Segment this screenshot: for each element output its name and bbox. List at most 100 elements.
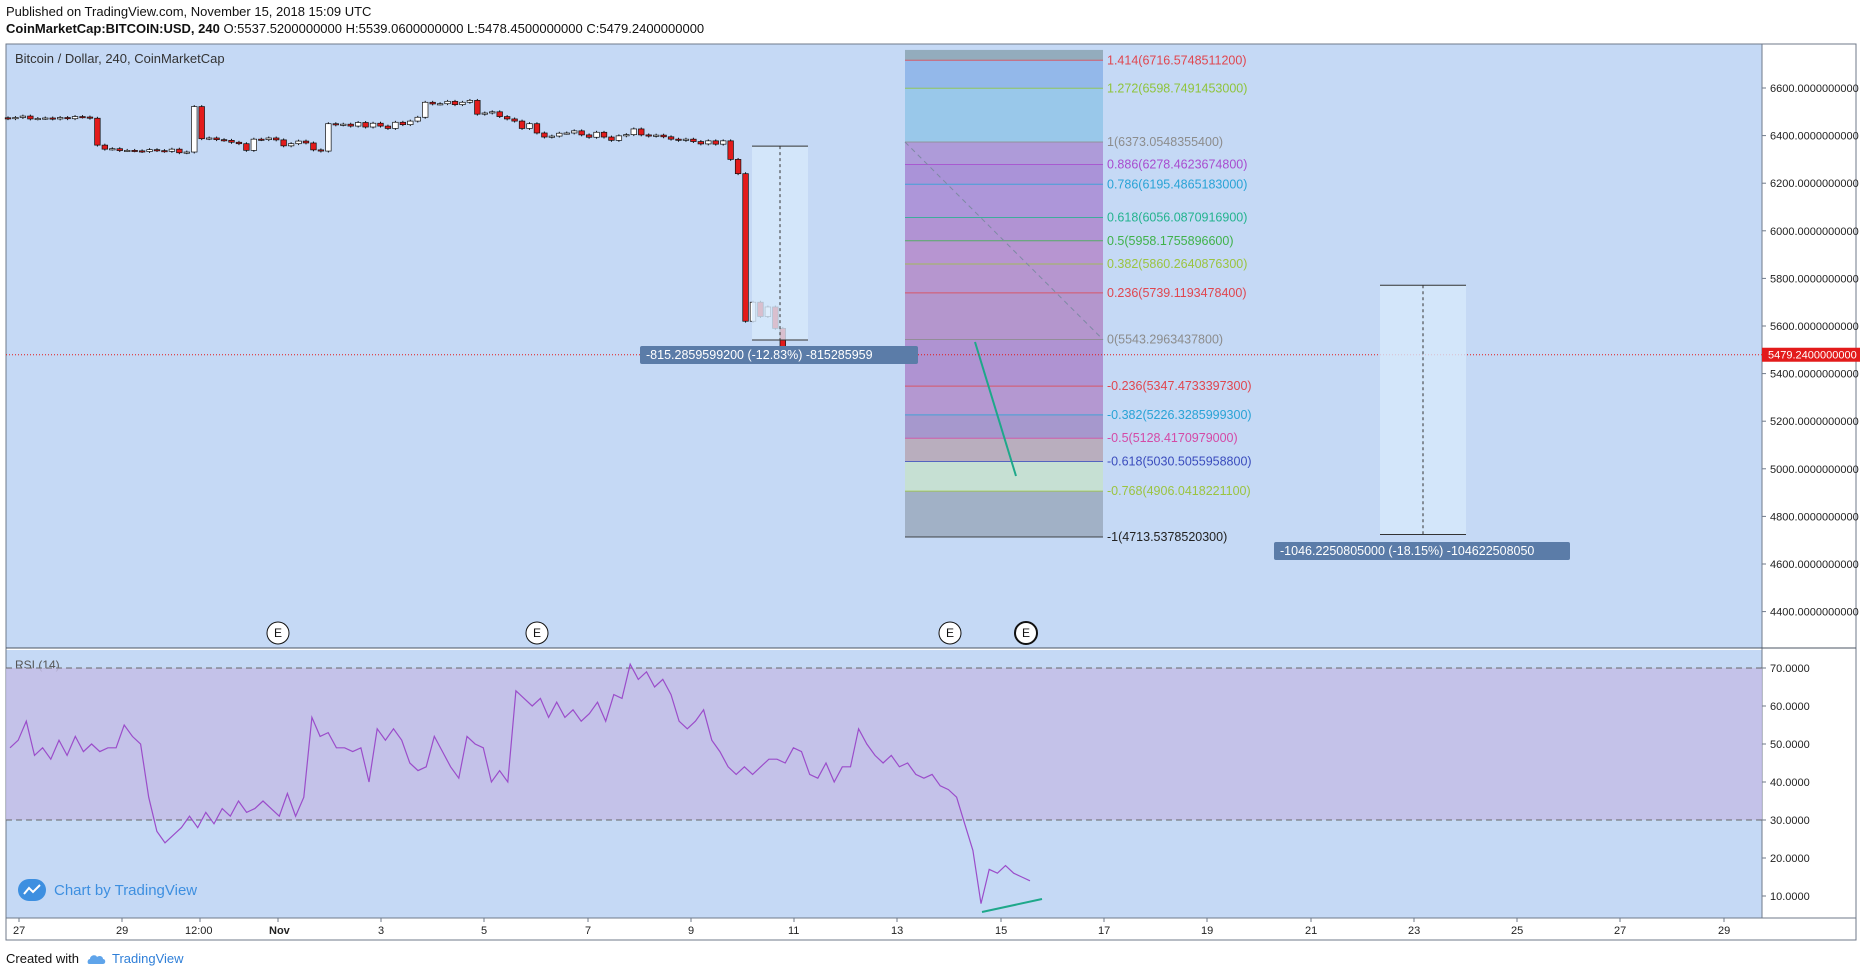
time-tick-label: 7	[585, 925, 591, 937]
watermark-text: Chart by TradingView	[54, 881, 198, 899]
candle	[146, 149, 153, 152]
candle	[742, 173, 749, 322]
candle	[645, 134, 652, 137]
rsi-tick-label: 60.0000	[1770, 701, 1810, 713]
candle	[422, 101, 429, 118]
candle	[369, 122, 377, 128]
candle	[340, 123, 347, 126]
candle	[325, 123, 332, 152]
ohlc-values: O:5537.5200000000 H:5539.0600000000 L:54…	[223, 21, 705, 36]
rsi-tick-label: 50.0000	[1770, 739, 1810, 751]
price-tick-label: 5000.0000000000	[1770, 464, 1859, 476]
price-tick-label: 5800.0000000000	[1770, 273, 1859, 285]
last-price-label: 5479.2400000000	[1768, 350, 1857, 362]
time-tick-label: 12:00	[185, 925, 213, 937]
candle	[630, 128, 637, 135]
measure-box	[1380, 285, 1466, 535]
event-marker-label: E	[533, 626, 541, 640]
candle	[347, 123, 354, 127]
candle	[191, 106, 198, 153]
footer-brand: TradingView	[111, 951, 184, 966]
candle	[429, 101, 436, 105]
time-tick-label: 11	[788, 925, 799, 937]
candle	[302, 140, 310, 144]
candle	[399, 121, 406, 126]
fib-level-label: -0.236(5347.4733397300)	[1107, 379, 1252, 393]
time-tick-label: 13	[891, 925, 903, 937]
candle	[273, 137, 280, 141]
time-tick-label: 29	[1718, 925, 1730, 937]
fib-zone	[905, 491, 1103, 537]
candle	[489, 111, 496, 114]
time-tick-label: 25	[1511, 925, 1523, 937]
candle	[19, 115, 27, 118]
candle	[474, 100, 481, 115]
candle	[250, 138, 258, 151]
trend-line-price	[974, 341, 1017, 477]
footer: Created with TradingView	[6, 951, 184, 966]
trend-line-rsi	[981, 898, 1043, 913]
candle	[615, 135, 623, 141]
symbol-ohlc-line: CoinMarketCap:BITCOIN:USD, 240 O:5537.52…	[6, 21, 704, 36]
fib-zone	[905, 339, 1103, 387]
fib-level-label: 1(6373.0548355400)	[1107, 135, 1223, 149]
candle	[131, 150, 138, 152]
candle	[623, 134, 630, 137]
candle	[563, 132, 570, 135]
fib-zone	[905, 414, 1103, 439]
fib-level-label: -0.5(5128.4170979000)	[1107, 431, 1238, 445]
candle	[176, 148, 183, 154]
main-legend: Bitcoin / Dollar, 240, CoinMarketCap	[15, 51, 225, 66]
candle	[504, 116, 511, 120]
event-marker-label: E	[1022, 626, 1030, 640]
price-tick-label: 4800.0000000000	[1770, 511, 1859, 523]
footer-created: Created with	[6, 951, 79, 966]
event-marker	[266, 621, 290, 645]
candle	[213, 137, 220, 140]
time-tick-label: 19	[1201, 925, 1213, 937]
candle	[541, 132, 548, 138]
candle	[496, 111, 503, 117]
candle	[518, 120, 526, 129]
price-tick-label: 6600.0000000000	[1770, 83, 1859, 95]
rsi-tick-label: 70.0000	[1770, 663, 1810, 675]
candle	[697, 141, 704, 145]
measure-label-bg	[640, 346, 918, 364]
fib-zone	[905, 164, 1103, 185]
candle	[86, 116, 94, 119]
fib-level-label: 1.414(6716.5748511200)	[1107, 53, 1246, 67]
candle	[49, 117, 56, 120]
candle	[526, 123, 533, 129]
candle	[638, 128, 645, 136]
candle	[109, 148, 116, 151]
candle	[414, 116, 421, 122]
candle	[206, 137, 213, 140]
candle	[138, 150, 146, 153]
time-tick-label: 27	[1614, 925, 1626, 937]
rsi-tick-label: 40.0000	[1770, 777, 1810, 789]
fib-level-label: -0.382(5226.3285999300)	[1107, 408, 1252, 422]
candle	[280, 139, 287, 147]
fib-level-label: -0.768(4906.0418221100)	[1107, 484, 1251, 498]
footer-brand-link[interactable]: TradingView	[87, 951, 184, 966]
candle	[481, 112, 488, 115]
time-axis-area	[6, 918, 1856, 940]
fib-zone	[905, 217, 1103, 241]
fib-level-label: 0.236(5739.1193478400)	[1107, 286, 1246, 300]
published-info: Published on TradingView.com, November 1…	[6, 4, 372, 19]
fib-zone	[905, 386, 1103, 415]
candle	[153, 149, 161, 152]
candle	[511, 118, 518, 122]
time-tick-label: 3	[378, 925, 384, 937]
candle	[705, 140, 712, 145]
event-marker-label: E	[946, 626, 954, 640]
candle	[690, 138, 697, 142]
event-marker	[1014, 621, 1038, 645]
candle	[407, 120, 414, 126]
candle	[310, 142, 317, 151]
candle	[660, 134, 667, 138]
time-tick-label: 15	[995, 925, 1007, 937]
price-axis-area	[1762, 44, 1860, 918]
fib-level-label: 1.272(6598.7491453000)	[1107, 81, 1247, 95]
